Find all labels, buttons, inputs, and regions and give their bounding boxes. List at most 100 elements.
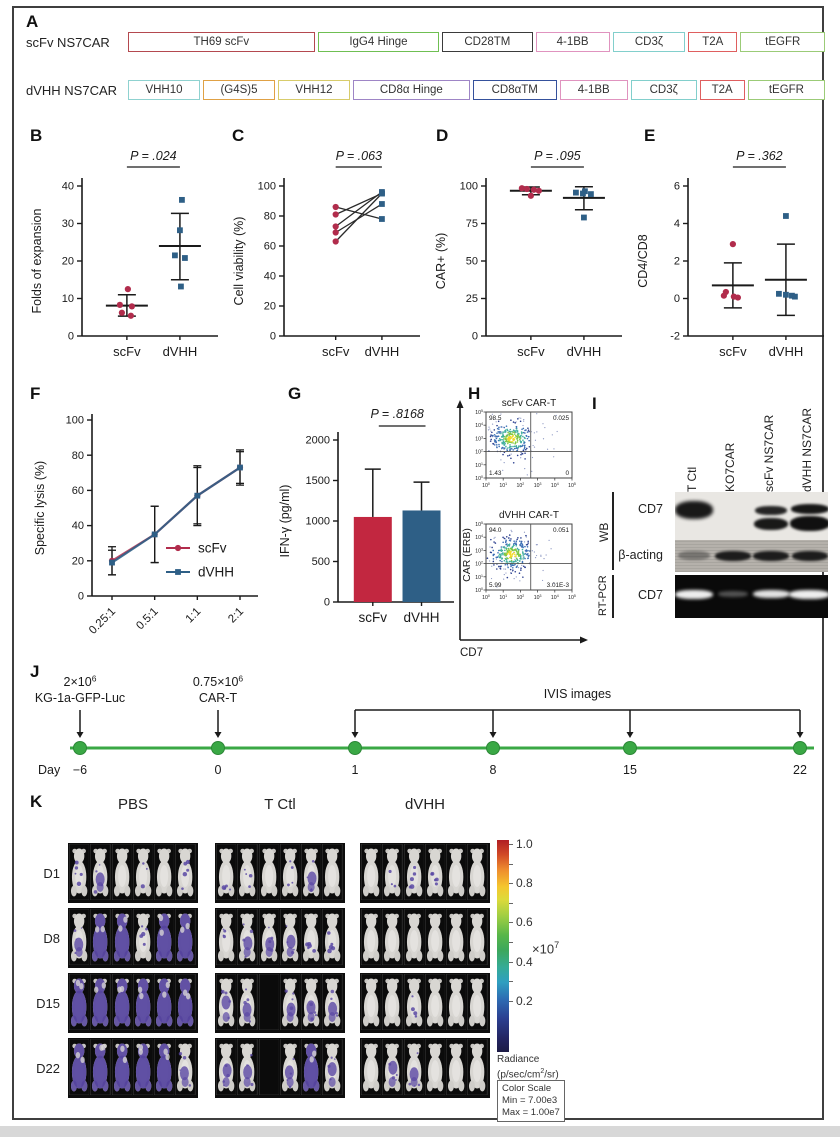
signal-full bbox=[166, 1080, 173, 1092]
construct-segment: 4-1BB bbox=[535, 32, 610, 52]
mouse-image bbox=[216, 909, 237, 965]
mouse-leg bbox=[394, 950, 401, 962]
flow-dot bbox=[524, 448, 527, 451]
construct-segment: CD28TM bbox=[442, 32, 533, 52]
flow-dot bbox=[515, 425, 518, 428]
flow-dot bbox=[505, 445, 507, 448]
flow-dot bbox=[491, 431, 493, 434]
mouse-highlight bbox=[452, 995, 461, 1017]
mouse-leg bbox=[479, 1080, 486, 1092]
signal-spot bbox=[331, 1056, 334, 1059]
flow-dot bbox=[501, 438, 504, 441]
data-point bbox=[175, 569, 181, 575]
flow-dot bbox=[534, 557, 537, 559]
quadrant-value: 1.43 bbox=[489, 470, 502, 477]
ivis-image-cell bbox=[68, 908, 198, 968]
flow-dot bbox=[506, 557, 508, 559]
mouse-image bbox=[132, 909, 154, 965]
flow-dot bbox=[489, 551, 492, 554]
mouse-head bbox=[472, 913, 483, 929]
colorbar-tick-label: 0.8 bbox=[516, 876, 533, 890]
timeline-day-label: 22 bbox=[793, 763, 807, 777]
event-label: CAR-T bbox=[199, 691, 238, 705]
flow-dot bbox=[509, 428, 512, 431]
construct-segment: CD3ζ bbox=[630, 80, 697, 100]
colorbar-tick-mark bbox=[509, 883, 513, 885]
signal-spot bbox=[284, 989, 288, 993]
flow-plot-title: dVHH CAR-T bbox=[499, 510, 559, 521]
flow-dot bbox=[498, 445, 501, 448]
mouse-leg bbox=[177, 885, 184, 897]
flow-dot bbox=[512, 442, 514, 444]
mouse-highlight bbox=[431, 995, 440, 1017]
flow-dot bbox=[518, 417, 520, 419]
data-point bbox=[179, 196, 185, 203]
signal-spot bbox=[74, 860, 79, 865]
flow-y-tick-label: 103 bbox=[475, 435, 483, 442]
flow-dot bbox=[524, 429, 526, 432]
timeline-day-label: 15 bbox=[623, 763, 637, 777]
ivis-image-cell bbox=[215, 843, 345, 903]
flow-dot bbox=[506, 545, 509, 547]
flow-dot bbox=[503, 537, 506, 540]
bar bbox=[353, 516, 392, 602]
mouse-leg bbox=[239, 950, 246, 962]
p-value: P = .063 bbox=[336, 149, 382, 163]
signal-blob bbox=[180, 1066, 190, 1081]
flow-dot bbox=[502, 553, 504, 556]
flow-dot bbox=[510, 572, 513, 575]
flow-dot bbox=[531, 456, 534, 459]
data-point bbox=[535, 187, 542, 194]
timeline-dot bbox=[486, 741, 500, 755]
ivis-image-cell bbox=[68, 843, 198, 903]
mouse-image bbox=[154, 909, 175, 965]
data-point bbox=[109, 559, 115, 566]
flow-dot bbox=[516, 437, 519, 439]
mouse-highlight bbox=[409, 865, 418, 887]
construct-name: dVHH NS7CAR bbox=[26, 82, 118, 98]
flow-dot bbox=[514, 441, 517, 443]
mouse-leg bbox=[156, 885, 163, 897]
flow-dot bbox=[522, 546, 524, 549]
mouse-leg bbox=[145, 885, 152, 897]
mouse-leg bbox=[281, 885, 288, 897]
signal-spot bbox=[246, 1064, 249, 1067]
mouse-head bbox=[472, 978, 483, 994]
mouse-leg bbox=[217, 1080, 224, 1092]
flow-dot bbox=[525, 434, 528, 437]
event-arrowhead bbox=[214, 732, 222, 738]
flow-y-tick-label: 100 bbox=[475, 475, 483, 482]
mouse-leg bbox=[313, 1015, 320, 1027]
signal-full bbox=[113, 950, 120, 962]
y-tick-label: 75 bbox=[466, 218, 478, 230]
flow-dot bbox=[513, 433, 516, 435]
flow-dot bbox=[509, 438, 511, 441]
flow-x-tick-label: 103 bbox=[534, 594, 542, 601]
flow-dot bbox=[506, 438, 509, 440]
mouse-image bbox=[154, 844, 175, 900]
signal-spot bbox=[99, 864, 101, 866]
flow-dot bbox=[498, 555, 500, 557]
mouse-leg bbox=[384, 950, 391, 962]
flow-dot bbox=[532, 444, 534, 447]
flow-dot bbox=[502, 426, 504, 428]
wb-actin-strip bbox=[675, 540, 828, 572]
signal-spot bbox=[408, 1082, 411, 1086]
flow-dot bbox=[489, 440, 492, 442]
fur-patch bbox=[75, 979, 81, 987]
ivis-image-cell bbox=[215, 973, 345, 1033]
signal-full bbox=[92, 950, 99, 962]
mouse-leg bbox=[145, 950, 152, 962]
flow-dot bbox=[517, 447, 519, 450]
flow-dot bbox=[548, 539, 550, 541]
flow-dot bbox=[514, 558, 516, 561]
flow-dot bbox=[495, 421, 497, 423]
flow-y-tick-label: 102 bbox=[475, 561, 483, 568]
signal-spot bbox=[249, 873, 253, 878]
mouse-head bbox=[284, 913, 296, 929]
flow-dot bbox=[523, 446, 526, 449]
signal-spot bbox=[186, 868, 190, 872]
mouse-leg bbox=[239, 1080, 246, 1092]
flow-dot bbox=[489, 428, 491, 430]
